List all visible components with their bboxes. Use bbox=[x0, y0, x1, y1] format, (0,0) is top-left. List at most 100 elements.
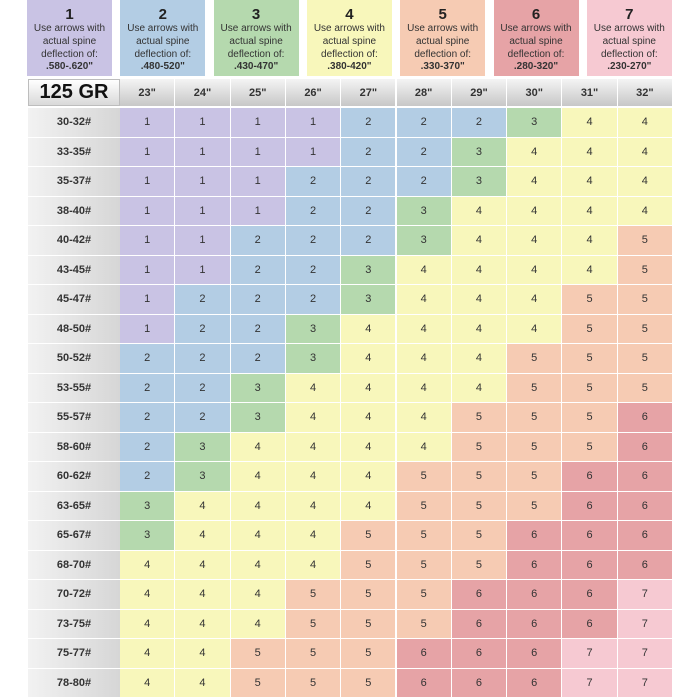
legend-text-line-3: deflection of: bbox=[41, 49, 98, 60]
spine-group-cell: 4 bbox=[175, 521, 231, 551]
spine-group-cell: 2 bbox=[230, 255, 286, 285]
spine-group-cell: 5 bbox=[617, 285, 673, 315]
spine-group-cell: 5 bbox=[285, 609, 342, 639]
spine-group-cell: 2 bbox=[230, 344, 286, 374]
spine-group-cell: 4 bbox=[285, 521, 342, 551]
spine-group-cell: 5 bbox=[341, 609, 397, 639]
draw-weight-label: 33-35# bbox=[28, 137, 120, 167]
spine-group-cell: 6 bbox=[396, 668, 452, 698]
draw-weight-label: 73-75# bbox=[28, 609, 120, 639]
spine-group-cell: 4 bbox=[120, 550, 176, 580]
legend-text-line-2: actual spine bbox=[416, 36, 470, 47]
spine-group-cell: 4 bbox=[341, 403, 397, 433]
spine-group-cell: 5 bbox=[507, 403, 563, 433]
spine-group-cell: 5 bbox=[230, 668, 286, 698]
spine-group-cell: 4 bbox=[175, 639, 231, 669]
spine-group-cell: 1 bbox=[120, 137, 176, 167]
spine-group-cell: 5 bbox=[562, 432, 618, 462]
spine-group-cell: 4 bbox=[230, 609, 286, 639]
spine-group-cell: 3 bbox=[285, 344, 342, 374]
spine-group-cell: 4 bbox=[451, 314, 508, 344]
spine-group-cell: 5 bbox=[451, 432, 508, 462]
spine-group-cell: 3 bbox=[175, 432, 231, 462]
spine-group-cell: 4 bbox=[617, 137, 673, 167]
spine-group-cell: 4 bbox=[507, 255, 563, 285]
spine-group-cell: 7 bbox=[562, 639, 618, 669]
legend-text-line-1: Use arrows with bbox=[127, 23, 199, 34]
spine-group-cell: 4 bbox=[175, 609, 231, 639]
spine-group-cell: 2 bbox=[175, 344, 231, 374]
spine-group-cell: 1 bbox=[230, 108, 286, 138]
spine-group-cell: 5 bbox=[396, 462, 452, 492]
spine-group-cell: 5 bbox=[341, 521, 397, 551]
arrow-length-header: 23" bbox=[120, 79, 176, 106]
spine-group-cell: 1 bbox=[120, 108, 176, 138]
legend-group-7: 7 Use arrows with actual spine deflection o… bbox=[586, 0, 672, 76]
spine-group-cell: 3 bbox=[120, 521, 176, 551]
spine-group-cell: 4 bbox=[175, 491, 231, 521]
spine-group-cell: 6 bbox=[617, 521, 673, 551]
spine-group-cell: 4 bbox=[230, 550, 286, 580]
spine-group-cell: 4 bbox=[562, 167, 618, 197]
draw-weight-label: 48-50# bbox=[28, 314, 120, 344]
spine-group-cell: 5 bbox=[562, 403, 618, 433]
spine-group-cell: 6 bbox=[562, 550, 618, 580]
spine-group-cell: 1 bbox=[175, 137, 231, 167]
legend-group-number: 4 bbox=[345, 6, 354, 23]
legend-text-line-2: actual spine bbox=[322, 36, 377, 47]
spine-group-cell: 6 bbox=[617, 403, 673, 433]
spine-group-cell: 2 bbox=[396, 137, 452, 167]
arrow-length-header: 27" bbox=[341, 79, 397, 106]
draw-weight-label: 53-55# bbox=[28, 373, 120, 403]
legend-text-line-3: deflection of: bbox=[600, 49, 658, 60]
draw-weight-label: 38-40# bbox=[28, 196, 120, 226]
legend-text-line-2: actual spine bbox=[509, 36, 563, 47]
arrow-length-header: 26" bbox=[285, 79, 342, 106]
arrow-length-header: 29" bbox=[451, 79, 508, 106]
spine-group-cell: 6 bbox=[507, 550, 563, 580]
draw-weight-label: 30-32# bbox=[28, 108, 120, 138]
spine-group-cell: 2 bbox=[175, 285, 231, 315]
spine-group-cell: 5 bbox=[617, 226, 673, 256]
spine-group-cell: 4 bbox=[120, 580, 176, 610]
spine-group-cell: 4 bbox=[451, 196, 508, 226]
spine-group-cell: 1 bbox=[120, 285, 176, 315]
spine-group-cell: 4 bbox=[396, 255, 452, 285]
draw-weight-label: 70-72# bbox=[28, 580, 120, 610]
draw-weight-label: 78-80# bbox=[28, 668, 120, 698]
spine-group-cell: 4 bbox=[341, 344, 397, 374]
spine-group-cell: 4 bbox=[507, 196, 563, 226]
spine-group-cell: 5 bbox=[341, 639, 397, 669]
spine-group-cell: 4 bbox=[451, 285, 508, 315]
spine-group-cell: 2 bbox=[175, 373, 231, 403]
legend-deflection-range: .230-270" bbox=[607, 61, 652, 72]
spine-group-cell: 5 bbox=[562, 285, 618, 315]
draw-weight-label: 65-67# bbox=[28, 521, 120, 551]
spine-group-cell: 5 bbox=[230, 639, 286, 669]
spine-group-cell: 4 bbox=[562, 255, 618, 285]
spine-group-cell: 1 bbox=[230, 137, 286, 167]
draw-weight-label: 63-65# bbox=[28, 491, 120, 521]
legend-text-line-3: deflection of: bbox=[134, 49, 192, 60]
spine-group-cell: 5 bbox=[285, 668, 342, 698]
legend-deflection-range: .280-320" bbox=[513, 61, 559, 72]
spine-group-cell: 4 bbox=[507, 226, 563, 256]
legend-group-6: 6 Use arrows with actual spine deflection o… bbox=[493, 0, 579, 76]
spine-group-cell: 3 bbox=[396, 196, 452, 226]
spine-group-cell: 4 bbox=[396, 403, 452, 433]
spine-group-cell: 2 bbox=[341, 137, 397, 167]
spine-group-cell: 4 bbox=[175, 550, 231, 580]
spine-group-cell: 4 bbox=[396, 432, 452, 462]
spine-group-cell: 6 bbox=[617, 432, 673, 462]
spine-group-cell: 1 bbox=[120, 167, 176, 197]
spine-group-cell: 1 bbox=[175, 226, 231, 256]
draw-weight-label: 68-70# bbox=[28, 550, 120, 580]
spine-group-cell: 2 bbox=[285, 226, 342, 256]
spine-group-cell: 2 bbox=[285, 255, 342, 285]
draw-weight-label: 75-77# bbox=[28, 639, 120, 669]
spine-group-cell: 1 bbox=[175, 196, 231, 226]
spine-group-cell: 2 bbox=[230, 285, 286, 315]
spine-group-cell: 2 bbox=[120, 344, 176, 374]
legend-text-line-3: deflection of: bbox=[227, 49, 285, 60]
spine-group-cell: 4 bbox=[396, 373, 452, 403]
